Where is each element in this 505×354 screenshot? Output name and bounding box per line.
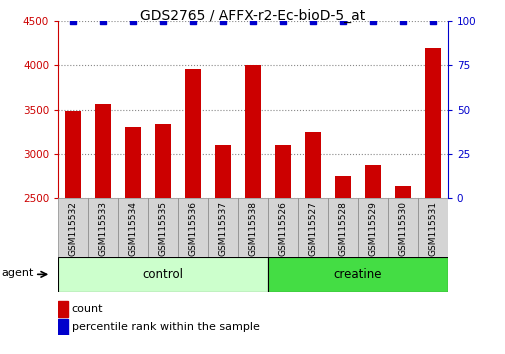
Bar (148, 198, 178, 257)
Bar (58, 301, 68, 317)
Bar (334, 176, 350, 198)
Bar (244, 65, 261, 198)
Point (69, 18, 77, 24)
Point (189, 18, 197, 24)
Bar (237, 198, 268, 257)
Bar (304, 132, 321, 198)
Text: GSM115531: GSM115531 (427, 201, 436, 256)
Text: agent: agent (1, 268, 33, 278)
Point (308, 18, 316, 24)
Bar (118, 198, 148, 257)
Text: GSM115532: GSM115532 (69, 201, 78, 256)
Text: GSM115528: GSM115528 (338, 201, 347, 256)
Bar (268, 257, 447, 292)
Bar (178, 198, 208, 257)
Point (129, 18, 137, 24)
Point (99, 18, 107, 24)
Bar (424, 48, 440, 198)
Bar (327, 198, 357, 257)
Bar (268, 198, 297, 257)
Text: GSM115538: GSM115538 (248, 201, 257, 256)
Bar (155, 124, 171, 198)
Bar (88, 198, 118, 257)
Text: GSM115534: GSM115534 (128, 201, 137, 256)
Point (219, 18, 227, 24)
Bar (95, 104, 111, 198)
Text: percentile rank within the sample: percentile rank within the sample (72, 322, 259, 332)
Bar (65, 110, 81, 198)
Text: GSM115526: GSM115526 (278, 201, 287, 256)
Point (248, 18, 257, 24)
Text: count: count (72, 304, 103, 314)
Bar (58, 257, 268, 292)
Bar (58, 198, 88, 257)
Bar (58, 319, 68, 335)
Point (278, 18, 286, 24)
Point (368, 18, 376, 24)
Bar (214, 145, 231, 198)
Bar (394, 186, 410, 198)
Point (428, 18, 436, 24)
Bar (297, 198, 327, 257)
Point (159, 18, 167, 24)
Text: control: control (142, 268, 183, 281)
Text: GSM115533: GSM115533 (98, 201, 108, 256)
Point (338, 18, 346, 24)
Text: GSM115537: GSM115537 (218, 201, 227, 256)
Text: GSM115529: GSM115529 (368, 201, 377, 256)
Bar (417, 198, 447, 257)
Point (398, 18, 406, 24)
Text: GSM115535: GSM115535 (158, 201, 167, 256)
Text: GSM115536: GSM115536 (188, 201, 197, 256)
Bar (387, 198, 417, 257)
Text: GDS2765 / AFFX-r2-Ec-bioD-5_at: GDS2765 / AFFX-r2-Ec-bioD-5_at (140, 9, 365, 23)
Bar (184, 69, 201, 198)
Bar (208, 198, 237, 257)
Bar (364, 165, 380, 198)
Text: GSM115530: GSM115530 (397, 201, 407, 256)
Bar (357, 198, 387, 257)
Bar (274, 145, 291, 198)
Text: creatine: creatine (333, 268, 381, 281)
Text: GSM115527: GSM115527 (308, 201, 317, 256)
Bar (125, 127, 141, 198)
